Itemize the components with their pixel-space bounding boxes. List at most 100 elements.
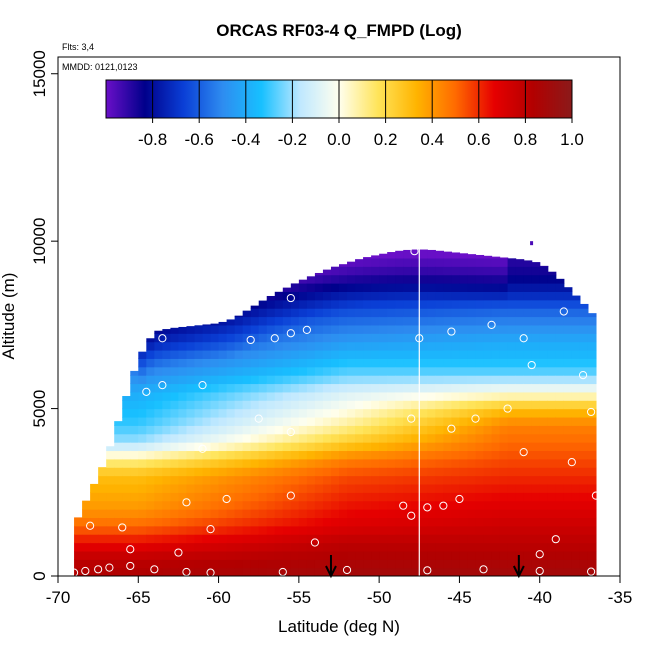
heatmap-cell: [138, 366, 147, 376]
heatmap-cell: [250, 391, 260, 401]
heatmap-cell: [539, 450, 549, 460]
heatmap-cell: [467, 299, 477, 309]
heatmap-cell: [306, 333, 316, 343]
heatmap-cell: [379, 341, 388, 351]
heatmap-cell: [234, 333, 244, 343]
heatmap-cell: [459, 366, 469, 376]
heatmap-cell: [146, 425, 155, 435]
heatmap-cell: [587, 525, 597, 535]
heatmap-cell: [98, 467, 107, 477]
heatmap-cell: [531, 525, 541, 535]
heatmap-cell: [539, 265, 549, 267]
heatmap-cell: [242, 559, 252, 569]
heatmap-cell: [451, 324, 461, 334]
heatmap-cell: [330, 400, 340, 410]
heatmap-cell: [306, 517, 316, 527]
heatmap-cell: [266, 509, 276, 518]
heatmap-cell: [363, 274, 372, 284]
heatmap-cell: [443, 358, 452, 368]
heatmap-cell: [250, 525, 260, 535]
heatmap-cell: [579, 433, 589, 443]
heatmap-cell: [178, 326, 188, 334]
heatmap-cell: [154, 408, 163, 418]
heatmap-cell: [443, 383, 452, 393]
heatmap-cell: [298, 341, 308, 351]
heatmap-cell: [218, 458, 228, 468]
heatmap-cell: [282, 475, 292, 485]
heatmap-cell: [395, 375, 404, 385]
heatmap-cell: [282, 383, 292, 393]
heatmap-cell: [130, 542, 139, 552]
sample-point: [586, 567, 596, 576]
heatmap-cell: [563, 400, 573, 410]
heatmap-cell: [242, 492, 252, 502]
heatmap-cell: [122, 517, 131, 527]
sample-point: [559, 307, 568, 316]
heatmap-cell: [547, 542, 557, 552]
heatmap-cell: [507, 467, 517, 477]
heatmap-cell: [162, 433, 171, 443]
heatmap-cell: [186, 366, 196, 376]
heatmap-cell: [218, 391, 228, 401]
heatmap-cell: [162, 525, 171, 535]
heatmap-cell: [411, 425, 420, 435]
heatmap-cell: [98, 483, 107, 493]
sample-point: [126, 545, 135, 554]
heatmap-cell: [451, 341, 461, 351]
heatmap-cell: [242, 475, 252, 485]
heatmap-cell: [371, 257, 380, 267]
heatmap-cell: [355, 433, 364, 443]
heatmap-cell: [82, 509, 91, 518]
heatmap-cell: [170, 416, 180, 426]
heatmap-cell: [451, 467, 461, 477]
heatmap-cell: [435, 333, 444, 343]
heatmap-cell: [531, 324, 541, 334]
heatmap-cell: [306, 433, 316, 443]
heatmap-cell: [491, 559, 501, 569]
heatmap-cell: [539, 299, 549, 309]
heatmap-cell: [106, 475, 115, 485]
heatmap-cell: [563, 416, 573, 426]
heatmap-cell: [98, 567, 107, 576]
heatmap-cell: [186, 475, 196, 485]
heatmap-cell: [475, 358, 485, 368]
heatmap-cell: [226, 425, 236, 435]
heatmap-cell: [282, 467, 292, 477]
heatmap-cell: [266, 567, 276, 576]
heatmap-cell: [515, 442, 525, 452]
heatmap-cell: [322, 567, 332, 576]
heatmap-cell: [314, 400, 324, 410]
heatmap-cell: [459, 308, 469, 318]
heatmap-cell: [210, 467, 220, 477]
heatmap-cell: [290, 358, 300, 368]
heatmap-cell: [314, 525, 324, 535]
heatmap-cell: [507, 333, 517, 343]
heatmap-cell: [491, 349, 501, 359]
heatmap-cell: [395, 333, 404, 343]
heatmap-cell: [146, 416, 155, 426]
heatmap-cell: [138, 534, 147, 544]
heatmap-cell: [290, 425, 300, 435]
heatmap-cell: [547, 567, 557, 576]
sample-point: [586, 407, 596, 417]
heatmap-cell: [74, 517, 83, 527]
heatmap-cell: [523, 266, 533, 276]
heatmap-cell: [451, 458, 461, 468]
heatmap-cell: [347, 299, 356, 309]
heatmap-cell: [186, 416, 196, 426]
heatmap-cell: [339, 525, 348, 535]
heatmap-cell: [138, 467, 147, 477]
heatmap-cell: [234, 517, 244, 527]
heatmap-cell: [467, 492, 477, 502]
heatmap-cell: [379, 257, 388, 267]
heatmap-cell: [571, 517, 581, 527]
heatmap-cell: [186, 567, 196, 576]
heatmap-cell: [274, 416, 284, 426]
sample-point: [286, 491, 295, 500]
heatmap-cell: [202, 333, 212, 343]
heatmap-cell: [322, 550, 332, 560]
heatmap-cell: [339, 264, 348, 267]
heatmap-cell: [587, 416, 597, 426]
x-axis-label: Latitude (deg N): [278, 617, 400, 636]
